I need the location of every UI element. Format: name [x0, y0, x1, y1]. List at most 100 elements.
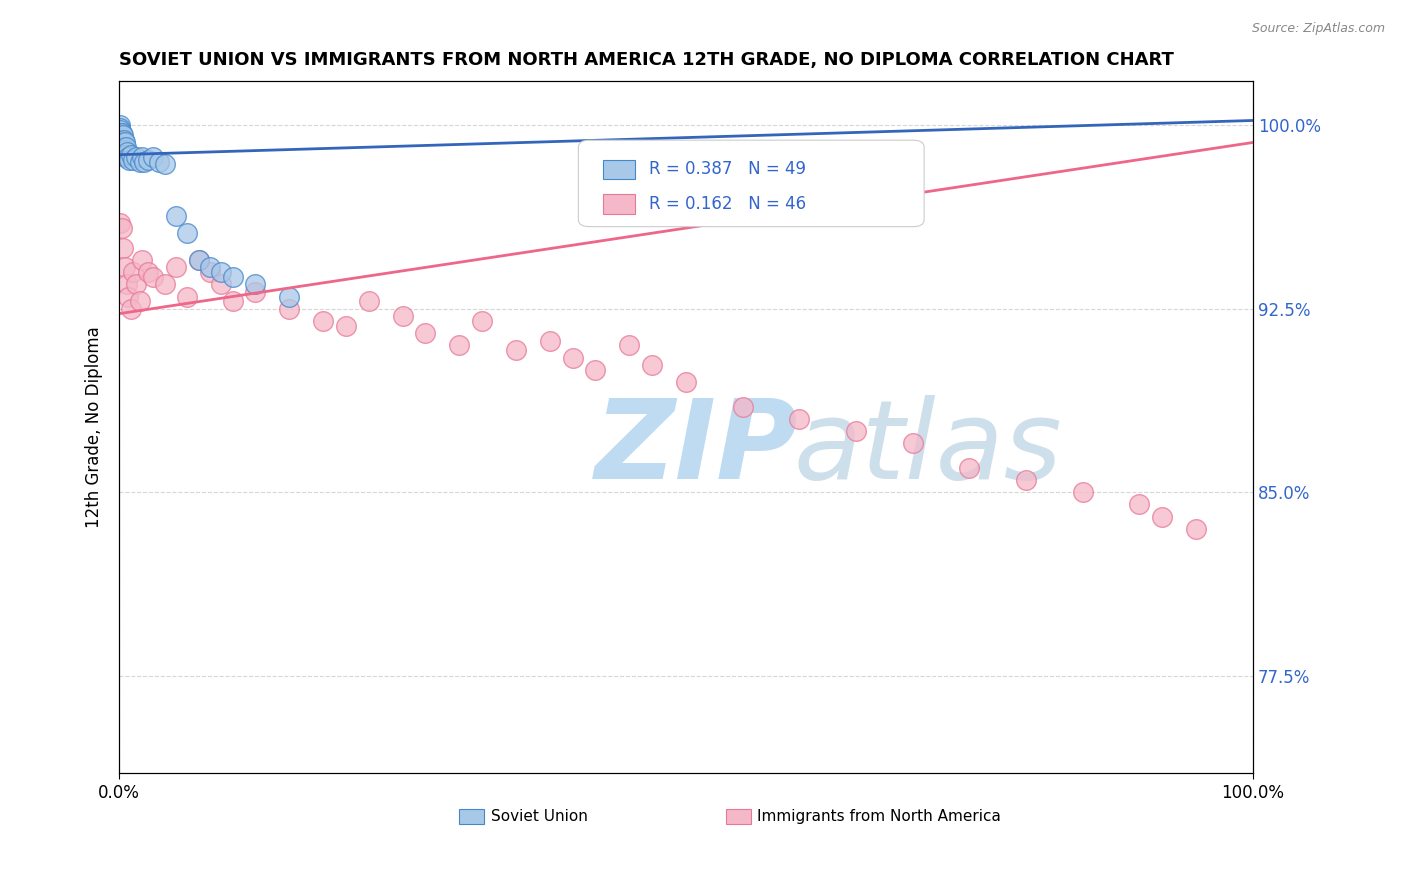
Point [209, 277, 232, 292]
Point [110, 147, 132, 161]
Point [112, 133, 135, 147]
Point [148, 155, 170, 169]
Point [153, 277, 176, 292]
Point [1128, 497, 1150, 511]
Point [136, 265, 159, 279]
Point [619, 338, 641, 352]
Text: R = 0.162   N = 46: R = 0.162 N = 46 [648, 194, 806, 213]
Point [583, 363, 606, 377]
Text: SOVIET UNION VS IMMIGRANTS FROM NORTH AMERICA 12TH GRADE, NO DIPLOMA CORRELATION: SOVIET UNION VS IMMIGRANTS FROM NORTH AM… [120, 51, 1174, 69]
Text: Source: ZipAtlas.com: Source: ZipAtlas.com [1251, 22, 1385, 36]
Point [110, 136, 132, 150]
Text: R = 0.387   N = 49: R = 0.387 N = 49 [648, 161, 806, 178]
Point [122, 153, 145, 167]
Point [538, 334, 561, 348]
Point [110, 221, 132, 235]
Point [117, 150, 139, 164]
Point [245, 277, 267, 292]
Point [153, 157, 176, 171]
Point [134, 155, 156, 169]
Point [125, 277, 148, 292]
Point [198, 260, 221, 275]
Point [110, 128, 132, 143]
Point [111, 241, 134, 255]
Point [1015, 473, 1038, 487]
Point [125, 150, 148, 164]
Point [110, 143, 132, 157]
Point [221, 294, 243, 309]
Point [110, 120, 132, 135]
Point [176, 226, 198, 240]
Point [110, 133, 132, 147]
Point [110, 147, 132, 161]
Point [176, 289, 198, 303]
Point [110, 123, 132, 137]
Text: ZIP: ZIP [595, 394, 799, 501]
Point [357, 294, 380, 309]
Point [471, 314, 494, 328]
Point [187, 252, 209, 267]
Point [901, 436, 924, 450]
Point [789, 411, 811, 425]
Point [120, 147, 142, 161]
Point [120, 301, 142, 316]
Point [1185, 522, 1208, 536]
Point [505, 343, 527, 358]
Point [115, 145, 138, 160]
Point [415, 326, 437, 341]
Point [111, 145, 134, 160]
Point [165, 209, 187, 223]
Point [111, 136, 134, 150]
Point [110, 130, 132, 145]
Point [110, 126, 132, 140]
Point [114, 143, 136, 157]
Point [1071, 485, 1094, 500]
Point [278, 289, 301, 303]
Point [131, 252, 153, 267]
Point [278, 301, 301, 316]
Point [114, 136, 136, 150]
Point [117, 289, 139, 303]
Point [641, 358, 664, 372]
Text: Immigrants from North America: Immigrants from North America [758, 809, 1001, 823]
Point [114, 150, 136, 164]
Point [111, 140, 134, 154]
Point [115, 277, 138, 292]
Point [110, 126, 132, 140]
Point [110, 133, 132, 147]
Point [128, 294, 150, 309]
Point [128, 155, 150, 169]
Point [142, 269, 165, 284]
Point [198, 265, 221, 279]
Point [111, 128, 134, 143]
Y-axis label: 12th Grade, No Diploma: 12th Grade, No Diploma [86, 326, 103, 528]
Point [112, 140, 135, 154]
Point [221, 269, 243, 284]
Point [131, 150, 153, 164]
Point [312, 314, 335, 328]
Text: atlas: atlas [794, 394, 1063, 501]
Point [1152, 509, 1174, 524]
Point [110, 137, 132, 152]
Text: Soviet Union: Soviet Union [491, 809, 588, 823]
Point [165, 260, 187, 275]
FancyBboxPatch shape [725, 809, 751, 824]
Point [114, 260, 136, 275]
Point [845, 424, 868, 438]
Point [561, 351, 583, 365]
Point [110, 119, 132, 133]
Point [115, 147, 138, 161]
Point [245, 285, 267, 299]
Point [449, 338, 471, 352]
Point [110, 143, 132, 157]
Point [110, 216, 132, 230]
Point [115, 140, 138, 154]
FancyBboxPatch shape [460, 809, 484, 824]
FancyBboxPatch shape [603, 160, 636, 179]
Point [118, 153, 141, 167]
Point [110, 140, 132, 154]
Point [391, 309, 413, 323]
Point [122, 265, 145, 279]
Point [209, 265, 232, 279]
Point [187, 252, 209, 267]
